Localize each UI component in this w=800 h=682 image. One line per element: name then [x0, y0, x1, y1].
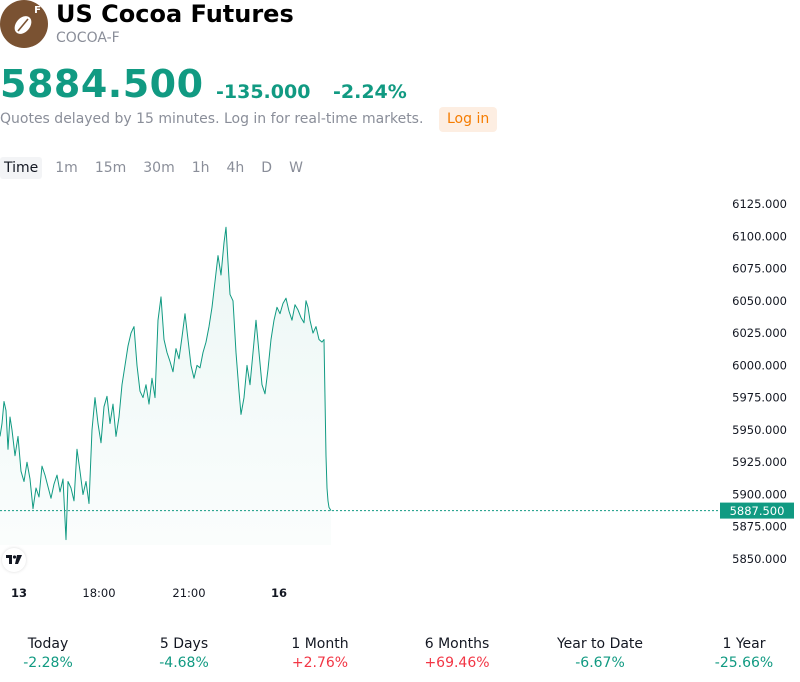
interval-4h[interactable]: 4h — [226, 160, 245, 176]
price-change-percent: -2.24% — [333, 81, 407, 103]
perf-label: 1 Year — [722, 636, 766, 652]
page-title: US Cocoa Futures — [56, 0, 294, 28]
y-tick-label: 5925.000 — [732, 455, 787, 469]
perf-label: 5 Days — [159, 636, 209, 652]
price-change: -135.000 — [216, 81, 311, 103]
y-tick-label: 5900.000 — [732, 487, 787, 501]
x-tick-label: 18:00 — [82, 586, 115, 600]
perf-1-month[interactable]: 1 Month +2.76% — [260, 634, 380, 672]
interval-30m[interactable]: 30m — [143, 160, 175, 176]
y-tick-label: 6050.000 — [732, 294, 787, 308]
interval-15m[interactable]: 15m — [94, 160, 127, 176]
tv-mark-icon — [6, 555, 22, 564]
perf-value: -4.68% — [159, 655, 209, 671]
price-chart[interactable]: 5887.500 6125.000 6100.000 6075.000 6050.000… — [0, 190, 800, 610]
cocoa-bean-icon — [14, 16, 32, 34]
login-button[interactable]: Log in — [439, 107, 498, 132]
tradingview-logo-icon[interactable] — [2, 548, 26, 572]
perf-value: -25.66% — [714, 655, 774, 671]
perf-year-to-date[interactable]: Year to Date -6.67% — [540, 634, 660, 672]
perf-value: +69.46% — [424, 655, 490, 671]
last-price: 5884.500 — [0, 62, 204, 106]
perf-value: +2.76% — [291, 655, 349, 671]
perf-5-days[interactable]: 5 Days -4.68% — [124, 634, 244, 672]
price-area-fill — [0, 227, 331, 545]
x-tick-label: 13 — [11, 586, 27, 600]
perf-label: 6 Months — [424, 636, 490, 652]
perf-value: -6.67% — [575, 655, 625, 671]
interval-1m[interactable]: 1m — [55, 160, 78, 176]
perf-1-year[interactable]: 1 Year -25.66% — [684, 634, 800, 672]
perf-label: Today — [27, 636, 69, 652]
interval-w[interactable]: W — [289, 160, 303, 176]
price-series-line — [0, 226, 332, 541]
last-price-label: 5887.500 — [730, 504, 785, 518]
cocoa-logo: F — [0, 0, 48, 48]
y-tick-label: 6125.000 — [732, 197, 787, 211]
y-tick-label: 6000.000 — [732, 358, 787, 372]
y-tick-label: 5850.000 — [732, 552, 787, 566]
performance-summary: Today -2.28% 5 Days -4.68% 1 Month +2.76… — [0, 634, 800, 674]
logo-badge: F — [34, 5, 41, 16]
perf-today[interactable]: Today -2.28% — [0, 634, 108, 672]
interval-selector: Time 1m 15m 30m 1h 4h D W — [0, 157, 316, 179]
interval-time[interactable]: Time — [0, 157, 43, 179]
y-tick-label: 6025.000 — [732, 326, 787, 340]
perf-value: -2.28% — [23, 655, 73, 671]
x-tick-label: 16 — [271, 586, 287, 600]
symbol-ticker: COCOA-F — [56, 30, 120, 46]
y-tick-label: 6100.000 — [732, 229, 787, 243]
perf-6-months[interactable]: 6 Months +69.46% — [397, 634, 517, 672]
y-tick-label: 5975.000 — [732, 391, 787, 405]
x-tick-label: 21:00 — [172, 586, 205, 600]
interval-d[interactable]: D — [261, 160, 273, 176]
interval-1h[interactable]: 1h — [191, 160, 210, 176]
delay-notice: Quotes delayed by 15 minutes. Log in for… — [0, 111, 424, 127]
last-price-tag — [720, 502, 794, 519]
y-tick-label: 5875.000 — [732, 520, 787, 534]
perf-label: 1 Month — [291, 636, 349, 652]
perf-label: Year to Date — [556, 636, 644, 652]
y-tick-label: 6075.000 — [732, 262, 787, 276]
y-tick-label: 5950.000 — [732, 423, 787, 437]
